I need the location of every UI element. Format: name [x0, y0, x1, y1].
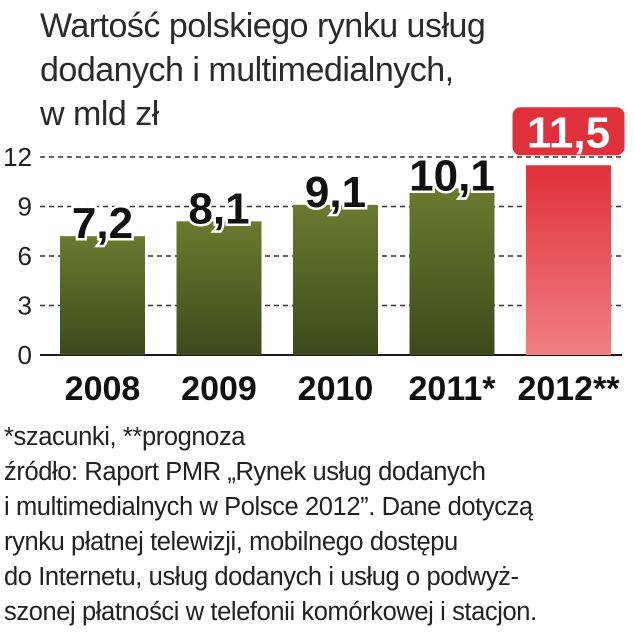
bar-2011: [409, 188, 495, 355]
bar-2009: [176, 221, 262, 355]
y-tick-label: 3: [18, 291, 32, 321]
source-line-3: rynku płatnej telewizji, mobilnego dostę…: [4, 528, 458, 556]
bar-2012: [526, 165, 611, 355]
title-line-2: dodanych i multimedialnych,: [40, 51, 454, 89]
legend-note: *szacunki, **prognoza: [4, 423, 246, 451]
bar-2010: [293, 204, 378, 355]
title-line-1: Wartość polskiego rynku usług: [40, 7, 486, 45]
source-line-4: do Internetu, usług dodanych i usług o p…: [4, 563, 519, 591]
y-tick-label: 6: [18, 241, 32, 271]
value-label: 10,1: [409, 151, 495, 200]
value-label: 11,5: [527, 108, 610, 157]
x-tick-label: 2011*: [409, 370, 497, 408]
value-label-badge: [512, 107, 625, 156]
bar-2008: [60, 236, 145, 355]
value-label: 8,1: [188, 184, 249, 233]
source-line-1: źródło: Raport PMR „Rynek usług dodanych: [4, 458, 486, 486]
y-tick-label: 0: [18, 340, 32, 370]
bar-chart: 0 3 6 9 12 2008 2009 2010 2011* 2012** 7,2 8,1 9,1…: [3, 107, 625, 408]
x-tick-label: 2010: [298, 370, 374, 408]
title-line-3: w mld zł: [40, 95, 159, 133]
chart-title: Wartość polskiego rynku usług dodanych i…: [40, 4, 630, 136]
value-label: 9,1: [305, 168, 366, 217]
x-tick-label: 2009: [181, 370, 257, 408]
value-label: 7,2: [72, 199, 133, 248]
x-tick-label: 2012**: [517, 370, 620, 408]
footnotes: *szacunki, **prognoza źródło: Raport PMR…: [4, 420, 632, 630]
y-tick-label: 9: [18, 192, 32, 222]
source-line-5: szonej płatności w telefonii komórkowej …: [4, 598, 537, 626]
y-tick-label: 12: [3, 142, 32, 172]
source-line-2: i multimedialnych w Polsce 2012”. Dane d…: [4, 493, 533, 521]
x-tick-label: 2008: [65, 370, 141, 408]
